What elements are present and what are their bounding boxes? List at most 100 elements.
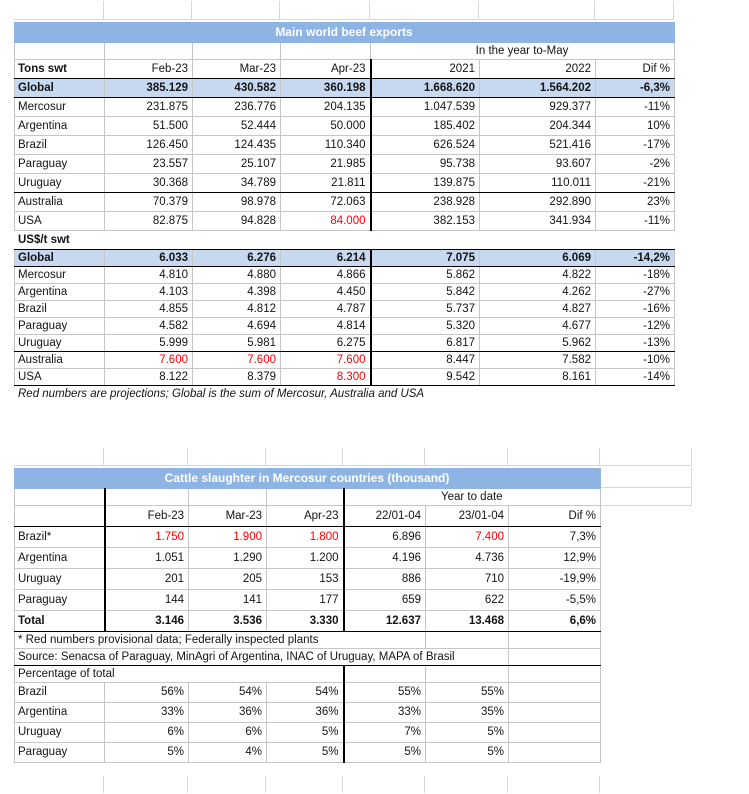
- value-cell: 55%: [343, 682, 426, 703]
- table-row: Mercosur 231.875 236.776 204.135 1.047.5…: [14, 97, 675, 117]
- provisional-footnote: * Red numbers provisional data; Federall…: [14, 631, 426, 649]
- empty-cell: [343, 665, 426, 683]
- empty-cell: [507, 648, 602, 666]
- empty-cell: [104, 42, 193, 60]
- global-price-row: Global 6.033 6.276 6.214 7.075 6.069 -14…: [14, 249, 675, 267]
- value-cell: 205: [188, 568, 267, 590]
- value-cell: 95.738: [370, 154, 480, 174]
- value-cell: 3.330: [266, 610, 345, 632]
- value-cell: -18%: [595, 266, 675, 284]
- column-header: 2021: [370, 59, 480, 79]
- value-cell: 36%: [266, 702, 345, 723]
- beef-exports-table: Main world beef exports In the year to-M…: [14, 22, 675, 403]
- empty-cell: [507, 665, 602, 683]
- value-cell: 10%: [595, 116, 675, 136]
- value-cell: 7,3%: [507, 526, 602, 548]
- table-row: USA 82.875 94.828 84.000 382.153 341.934…: [14, 211, 675, 231]
- value-cell: 6.214: [280, 249, 372, 267]
- value-cell: 430.582: [192, 78, 281, 98]
- value-cell: 8.161: [479, 368, 596, 386]
- table-row: Uruguay 201 205 153 886 710 -19,9%: [14, 568, 602, 590]
- value-cell: 622: [425, 589, 509, 611]
- value-cell: -17%: [595, 135, 675, 155]
- column-header: 22/01-04: [343, 505, 426, 527]
- value-cell: 72.063: [280, 192, 372, 212]
- value-cell: 4.812: [192, 300, 281, 318]
- value-cell: 5.981: [192, 334, 281, 352]
- value-cell: 23%: [595, 192, 675, 212]
- table-row: USA 8.122 8.379 8.300 9.542 8.161 -14%: [14, 368, 675, 386]
- span-header-row: Year to date: [14, 488, 602, 506]
- cattle-slaughter-title: Cattle slaughter in Mercosur countries (…: [13, 468, 602, 489]
- value-cell-provisional: 1.900: [188, 526, 267, 548]
- value-cell: 21.985: [280, 154, 372, 174]
- table-title-row: Main world beef exports: [14, 22, 675, 43]
- value-cell: 7%: [343, 722, 426, 743]
- value-cell: 7.075: [370, 249, 480, 267]
- value-cell: 141: [188, 589, 267, 611]
- row-label: USA: [14, 368, 105, 386]
- value-cell: 21.811: [280, 173, 372, 193]
- row-label: Global: [14, 78, 105, 98]
- value-cell: 5%: [266, 722, 345, 743]
- value-cell: 4.196: [343, 547, 426, 569]
- value-cell: 185.402: [370, 116, 480, 136]
- value-cell: -10%: [595, 351, 675, 369]
- row-label: Australia: [14, 192, 105, 212]
- value-cell: 626.524: [370, 135, 480, 155]
- table-row: Argentina 51.500 52.444 50.000 185.402 2…: [14, 116, 675, 136]
- value-cell: 36%: [188, 702, 267, 723]
- column-header: Tons swt: [14, 59, 105, 79]
- value-cell: 13.468: [425, 610, 509, 632]
- row-label: Paraguay: [14, 742, 105, 763]
- row-label: Paraguay: [14, 154, 105, 174]
- value-cell: 153: [266, 568, 345, 590]
- value-cell: 56%: [104, 682, 189, 703]
- value-cell: 204.344: [479, 116, 596, 136]
- value-cell: 4.582: [104, 317, 193, 335]
- value-cell: 5%: [425, 722, 509, 743]
- value-cell: 51.500: [104, 116, 193, 136]
- empty-cell: [425, 665, 509, 683]
- value-cell: 1.047.539: [370, 97, 480, 117]
- table-row: Uruguay 6% 6% 5% 7% 5%: [14, 722, 602, 743]
- row-label: Argentina: [14, 283, 105, 301]
- row-label: Australia: [14, 351, 105, 369]
- value-cell: -19,9%: [507, 568, 602, 590]
- row-label: Mercosur: [14, 97, 105, 117]
- value-cell: 52.444: [192, 116, 281, 136]
- row-label: Uruguay: [14, 334, 105, 352]
- table-row: Brazil* 1.750 1.900 1.800 6.896 7.400 7,…: [14, 526, 602, 548]
- column-header: Mar-23: [188, 505, 267, 527]
- value-cell: -6,3%: [595, 78, 675, 98]
- ghost-grid-cell: [600, 488, 692, 506]
- value-cell: 4.398: [192, 283, 281, 301]
- value-cell-projection: 7.600: [104, 351, 193, 369]
- value-cell: 341.934: [479, 211, 596, 231]
- source-row: Source: Senacsa of Paraguay, MinAgri of …: [14, 648, 602, 666]
- price-section-label-row: US$/t swt: [14, 230, 675, 250]
- value-cell: 144: [104, 589, 189, 611]
- empty-cell: [425, 631, 509, 649]
- row-label: Paraguay: [14, 589, 106, 611]
- value-cell: 382.153: [370, 211, 480, 231]
- value-cell: 54%: [266, 682, 345, 703]
- value-cell: 1.668.620: [370, 78, 480, 98]
- value-cell: 385.129: [104, 78, 193, 98]
- table-row: Brazil 56% 54% 54% 55% 55%: [14, 682, 602, 703]
- row-label: Total: [14, 610, 106, 632]
- value-cell: 5.962: [479, 334, 596, 352]
- value-cell: [507, 682, 602, 703]
- value-cell: 238.928: [370, 192, 480, 212]
- value-cell: 886: [343, 568, 426, 590]
- empty-cell: [266, 488, 345, 506]
- column-header: Apr-23: [266, 505, 345, 527]
- row-label: Brazil*: [14, 526, 106, 548]
- value-cell: 236.776: [192, 97, 281, 117]
- row-label: Brazil: [14, 682, 105, 703]
- percentage-section-label-row: Percentage of total: [14, 665, 602, 683]
- column-header: Apr-23: [280, 59, 372, 79]
- value-cell: 4.787: [280, 300, 372, 318]
- value-cell: [507, 742, 602, 763]
